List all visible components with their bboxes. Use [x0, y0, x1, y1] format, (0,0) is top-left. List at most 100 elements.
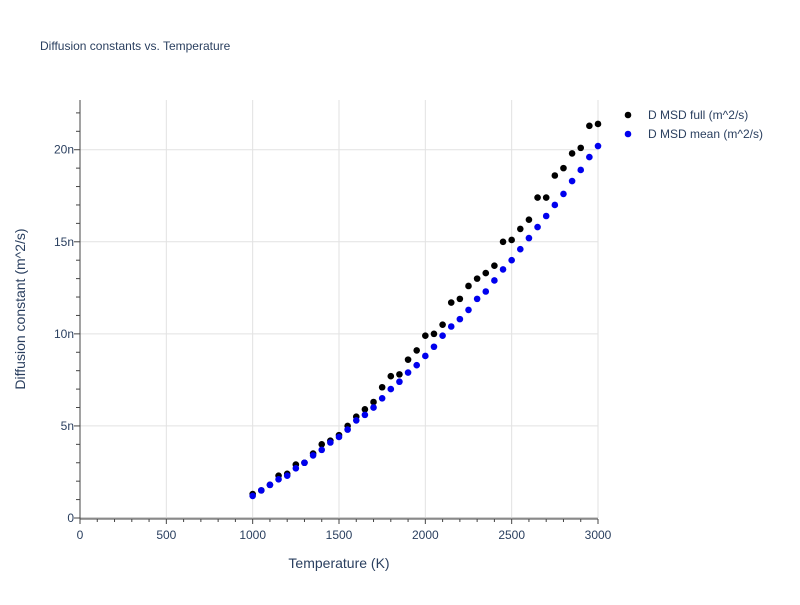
series-1-point-23[interactable]	[447, 323, 455, 330]
legend-label-0: D MSD full (m^2/s)	[648, 108, 748, 122]
series-1-point-8[interactable]	[318, 446, 326, 454]
series-1-point-25[interactable]	[465, 306, 472, 314]
x-tick-label-0: 0	[77, 528, 84, 542]
y-tick-label-3: 15n	[54, 235, 74, 249]
chart-title: Diffusion constants vs. Temperature	[40, 39, 231, 53]
series-1-point-40[interactable]	[594, 142, 602, 150]
series-0-point-13[interactable]	[361, 406, 369, 413]
series-0-point-8[interactable]	[318, 441, 326, 448]
series-0-point-40[interactable]	[594, 120, 602, 128]
series-0-point-21[interactable]	[430, 330, 438, 338]
legend-marker-0	[624, 111, 632, 119]
series-1-point-12[interactable]	[352, 417, 360, 424]
legend[interactable]: D MSD full (m^2/s) D MSD mean (m^2/s)	[624, 108, 763, 141]
series-0-point-14[interactable]	[370, 398, 377, 406]
series-1-point-10[interactable]	[335, 433, 343, 441]
series-1-point-32[interactable]	[525, 234, 533, 242]
series-0-point-20[interactable]	[422, 332, 429, 340]
series-1-point-0[interactable]	[249, 492, 256, 500]
series-0-point-37[interactable]	[568, 150, 576, 157]
series-0-point-22[interactable]	[439, 321, 446, 328]
series-0-point-15[interactable]	[378, 383, 386, 391]
x-tick-label-4: 2000	[412, 528, 439, 542]
series-1-point-17[interactable]	[396, 378, 403, 386]
series-1-point-7[interactable]	[309, 452, 317, 459]
data-points	[249, 120, 602, 500]
x-tick-label-3: 1500	[326, 528, 353, 542]
series-1-point-2[interactable]	[266, 481, 274, 489]
series-1-point-36[interactable]	[560, 190, 567, 198]
series-1-point-37[interactable]	[568, 177, 576, 185]
x-tick-label-1: 500	[156, 528, 176, 542]
legend-marker-1	[624, 130, 632, 138]
series-0-point-18[interactable]	[404, 356, 412, 363]
series-1-point-11[interactable]	[344, 426, 351, 433]
series-1-point-35[interactable]	[551, 201, 559, 209]
series-0-points	[249, 120, 602, 498]
series-0-point-39[interactable]	[586, 122, 593, 130]
series-1-point-34[interactable]	[542, 212, 550, 220]
y-tick-label-2: 10n	[54, 327, 74, 341]
series-0-point-29[interactable]	[499, 238, 507, 246]
legend-label-1: D MSD mean (m^2/s)	[648, 127, 763, 141]
series-1-point-15[interactable]	[378, 395, 386, 402]
series-1-point-1[interactable]	[258, 487, 265, 494]
series-0-point-24[interactable]	[456, 295, 464, 303]
series-1-point-16[interactable]	[387, 385, 395, 393]
series-0-point-25[interactable]	[465, 282, 472, 290]
series-1-point-21[interactable]	[430, 343, 438, 351]
series-1-point-14[interactable]	[370, 404, 377, 411]
x-tick-label-2: 1000	[239, 528, 266, 542]
x-axis-label: Temperature (K)	[288, 555, 389, 571]
series-1-point-27[interactable]	[482, 288, 490, 295]
series-1-point-30[interactable]	[508, 256, 515, 264]
series-0-point-35[interactable]	[551, 172, 559, 179]
x-axis-ticks: 0 500 1000 1500 2000 2500 3000	[77, 519, 612, 542]
series-0-point-32[interactable]	[525, 216, 533, 223]
series-1-points	[249, 142, 602, 500]
series-0-point-17[interactable]	[396, 371, 403, 378]
series-1-point-4[interactable]	[283, 472, 291, 479]
series-1-point-9[interactable]	[327, 439, 334, 446]
series-1-point-6[interactable]	[301, 459, 308, 467]
series-0-point-16[interactable]	[387, 372, 395, 380]
legend-item-0[interactable]: D MSD full (m^2/s)	[624, 108, 749, 122]
series-0-point-31[interactable]	[517, 225, 524, 233]
series-1-point-39[interactable]	[586, 153, 593, 161]
series-1-point-26[interactable]	[473, 295, 481, 303]
series-0-point-27[interactable]	[482, 269, 490, 277]
y-tick-label-0: 0	[67, 511, 74, 525]
series-0-point-30[interactable]	[508, 236, 515, 244]
series-0-point-26[interactable]	[473, 275, 481, 282]
series-1-point-33[interactable]	[534, 223, 541, 231]
series-1-point-29[interactable]	[499, 266, 507, 273]
series-1-point-24[interactable]	[456, 315, 464, 323]
series-0-point-36[interactable]	[560, 164, 567, 172]
series-1-point-19[interactable]	[413, 361, 421, 369]
series-1-point-3[interactable]	[275, 476, 282, 483]
series-0-point-33[interactable]	[534, 194, 541, 201]
series-1-point-18[interactable]	[404, 369, 412, 376]
series-0-point-38[interactable]	[577, 144, 585, 152]
legend-item-1[interactable]: D MSD mean (m^2/s)	[624, 127, 763, 141]
series-1-point-31[interactable]	[517, 245, 524, 253]
y-tick-label-1: 5n	[61, 419, 74, 433]
series-0-point-34[interactable]	[542, 194, 550, 201]
y-axis-ticks: 0 5n 10n 15n 20n	[54, 112, 80, 525]
x-tick-label-6: 3000	[585, 528, 612, 542]
series-1-point-22[interactable]	[439, 332, 446, 340]
series-1-point-38[interactable]	[577, 166, 585, 174]
series-1-point-28[interactable]	[491, 277, 498, 284]
series-0-point-23[interactable]	[447, 299, 455, 306]
x-tick-label-5: 2500	[498, 528, 525, 542]
series-0-point-28[interactable]	[491, 262, 498, 270]
series-1-point-13[interactable]	[361, 411, 369, 419]
series-1-point-20[interactable]	[422, 352, 429, 360]
series-1-point-5[interactable]	[292, 464, 300, 472]
y-axis-label: Diffusion constant (m^2/s)	[12, 228, 28, 389]
y-tick-label-4: 20n	[54, 143, 74, 157]
series-0-point-19[interactable]	[413, 347, 421, 354]
